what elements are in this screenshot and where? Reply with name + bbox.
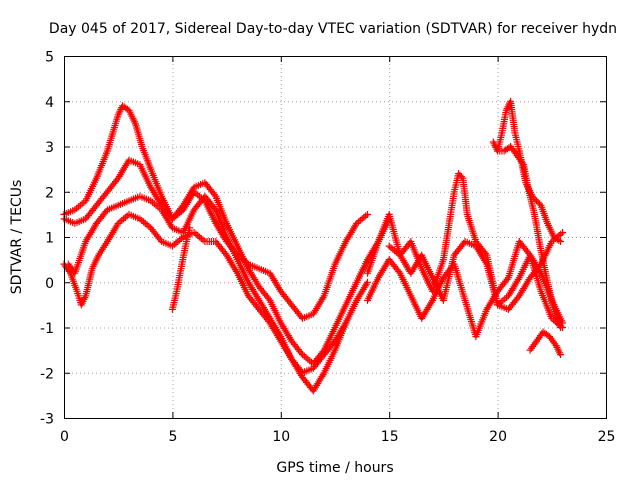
series-track-5 bbox=[168, 224, 194, 313]
y-tick-label: -2 bbox=[40, 366, 54, 382]
y-tick-label: -1 bbox=[40, 321, 54, 337]
axis-ticks: 0 5 10 15 20 25 -3 -2 -1 0 1 2 3 4 5 bbox=[40, 50, 615, 446]
grid bbox=[64, 56, 606, 418]
x-tick-label: 15 bbox=[381, 429, 399, 445]
plus-markers bbox=[494, 143, 564, 331]
x-tick-label: 5 bbox=[168, 429, 177, 445]
data-series bbox=[60, 97, 567, 395]
y-axis-label: SDTVAR / TECUs bbox=[9, 180, 25, 295]
y-tick-label: 4 bbox=[45, 95, 54, 111]
plus-markers bbox=[526, 328, 564, 359]
x-tick-label: 0 bbox=[60, 429, 69, 445]
plus-markers bbox=[168, 224, 194, 313]
x-axis-label: GPS time / hours bbox=[276, 460, 393, 476]
x-tick-label: 10 bbox=[272, 429, 290, 445]
plot-frame bbox=[64, 56, 607, 419]
y-tick-label: 0 bbox=[45, 276, 54, 292]
x-tick-label: 20 bbox=[489, 429, 507, 445]
chart-title: Day 045 of 2017, Sidereal Day-to-day VTE… bbox=[49, 21, 617, 37]
y-tick-label: -3 bbox=[40, 412, 54, 428]
plus-markers bbox=[385, 170, 567, 313]
x-tick-label: 25 bbox=[598, 429, 616, 445]
y-tick-label: 2 bbox=[45, 185, 54, 201]
series-track-10 bbox=[494, 143, 564, 331]
series-track-4 bbox=[60, 210, 350, 377]
y-tick-label: 1 bbox=[45, 231, 54, 247]
y-tick-label: 3 bbox=[45, 140, 54, 156]
plus-markers bbox=[364, 238, 567, 341]
series-track-8 bbox=[385, 170, 567, 313]
series-track-7 bbox=[364, 238, 567, 341]
y-tick-label: 5 bbox=[45, 50, 54, 66]
plus-markers bbox=[60, 210, 350, 377]
series-track-11 bbox=[526, 328, 564, 359]
